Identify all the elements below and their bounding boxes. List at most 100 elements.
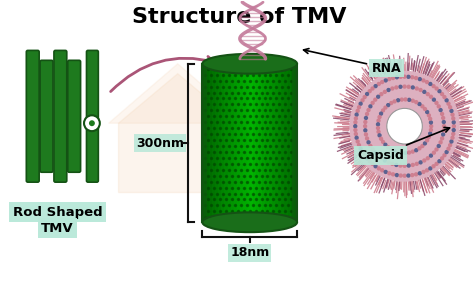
FancyBboxPatch shape [40,60,53,172]
FancyBboxPatch shape [250,64,254,222]
Circle shape [373,97,377,102]
FancyBboxPatch shape [292,64,297,222]
Circle shape [428,131,432,136]
Circle shape [376,126,380,130]
Circle shape [414,172,418,177]
Circle shape [365,156,369,161]
FancyBboxPatch shape [246,64,250,222]
Circle shape [370,86,375,91]
Text: Rod Shaped: Rod Shaped [13,206,102,219]
Circle shape [379,156,383,160]
Circle shape [413,136,417,140]
Circle shape [410,163,415,167]
Circle shape [360,98,365,102]
Circle shape [396,150,400,154]
Circle shape [395,173,399,177]
Circle shape [387,171,392,175]
Circle shape [441,116,445,120]
Circle shape [440,92,444,96]
Circle shape [376,122,380,127]
Circle shape [417,102,421,106]
Circle shape [426,92,430,96]
Circle shape [391,76,395,80]
Circle shape [414,148,419,152]
Text: 18nm: 18nm [230,246,269,260]
Circle shape [451,132,456,136]
Circle shape [398,139,402,143]
Circle shape [421,78,426,83]
Circle shape [438,140,443,144]
Circle shape [415,133,419,138]
Circle shape [383,170,388,174]
Circle shape [426,156,430,160]
Circle shape [410,173,414,177]
Circle shape [400,97,404,102]
Circle shape [353,124,357,128]
Circle shape [434,101,438,105]
Circle shape [437,104,441,109]
Circle shape [376,95,380,99]
Circle shape [402,173,407,178]
Circle shape [377,133,382,138]
Circle shape [379,92,383,96]
Circle shape [445,150,449,154]
FancyBboxPatch shape [231,64,235,222]
Circle shape [434,162,439,166]
FancyBboxPatch shape [262,64,266,222]
Circle shape [357,143,361,147]
Circle shape [381,140,385,144]
Circle shape [364,116,368,120]
Circle shape [427,135,431,139]
Circle shape [402,74,407,79]
Circle shape [379,136,383,141]
FancyBboxPatch shape [202,64,206,222]
Circle shape [383,105,388,110]
Circle shape [387,124,391,128]
FancyBboxPatch shape [86,50,98,182]
Circle shape [394,85,399,90]
Circle shape [376,118,381,123]
Circle shape [429,124,433,128]
Circle shape [418,171,422,175]
Circle shape [383,143,388,147]
Circle shape [432,97,436,102]
FancyBboxPatch shape [206,64,209,222]
FancyBboxPatch shape [265,64,269,222]
Circle shape [418,121,422,125]
Circle shape [357,105,361,109]
Circle shape [432,150,436,155]
Circle shape [418,77,422,81]
Circle shape [402,84,407,89]
Circle shape [84,115,100,131]
FancyBboxPatch shape [272,64,275,222]
Circle shape [429,120,433,125]
Circle shape [386,88,391,92]
FancyBboxPatch shape [284,64,288,222]
Circle shape [407,98,411,102]
Circle shape [449,139,454,144]
Circle shape [387,77,392,81]
Circle shape [420,104,425,109]
Circle shape [423,107,427,111]
FancyBboxPatch shape [27,50,39,182]
Circle shape [356,139,360,144]
FancyBboxPatch shape [221,64,225,222]
Circle shape [437,159,442,163]
FancyBboxPatch shape [259,64,263,222]
Circle shape [448,105,452,109]
Circle shape [364,132,368,136]
Circle shape [417,146,421,150]
Circle shape [414,76,418,80]
Circle shape [423,141,427,146]
Circle shape [383,158,387,163]
Circle shape [440,112,444,116]
Circle shape [442,95,447,99]
Circle shape [431,164,436,168]
FancyBboxPatch shape [253,64,256,222]
Circle shape [407,139,411,143]
Circle shape [449,109,454,113]
Circle shape [422,158,427,163]
Circle shape [377,115,382,119]
Text: 300nm: 300nm [136,136,184,150]
FancyBboxPatch shape [215,64,219,222]
